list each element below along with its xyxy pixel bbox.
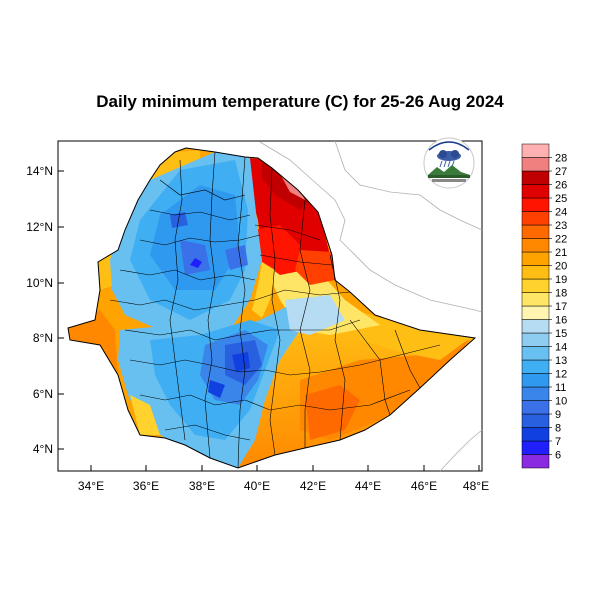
colorbar-swatch — [521, 319, 550, 334]
colorbar-label: 19 — [555, 274, 567, 286]
map-title: Daily minimum temperature (C) for 25-26 … — [96, 92, 504, 111]
colorbar-label: 22 — [555, 234, 567, 246]
colorbar-swatch — [521, 278, 550, 293]
colorbar-swatch — [521, 359, 550, 374]
lon-tick-label: 42°E — [300, 479, 326, 493]
lat-tick-label: 14°N — [26, 164, 53, 178]
lat-tick-label: 10°N — [26, 276, 53, 290]
colorbar-label: 15 — [555, 328, 567, 340]
colorbar-label: 7 — [555, 436, 561, 448]
colorbar-swatch — [521, 251, 550, 266]
colorbar-swatch — [521, 292, 550, 307]
colorbar-label: 21 — [555, 247, 567, 259]
colorbar-label: 28 — [555, 153, 567, 165]
colorbar-swatch — [521, 427, 550, 442]
colorbar-swatch — [521, 440, 550, 455]
colorbar-label: 24 — [555, 207, 567, 219]
colorbar-label: 18 — [555, 288, 567, 300]
colorbar-label: 6 — [555, 450, 561, 462]
colorbar-swatch — [521, 157, 550, 172]
lon-tick-label: 46°E — [411, 479, 437, 493]
colorbar-swatch — [521, 170, 550, 185]
colorbar-label: 13 — [555, 355, 567, 367]
colorbar-swatch — [521, 211, 550, 226]
lat-tick-label: 4°N — [33, 442, 53, 456]
colorbar-label: 11 — [555, 382, 566, 394]
colorbar-label: 23 — [555, 220, 567, 232]
lon-tick-label: 48°E — [463, 479, 489, 493]
zone-boundaries — [109, 151, 441, 469]
colorbar-swatch — [521, 386, 550, 401]
colorbar-label: 8 — [555, 423, 561, 435]
colorbar-swatch — [521, 238, 550, 253]
colorbar-swatch — [521, 373, 550, 388]
colorbar-label: 17 — [555, 301, 567, 313]
colorbar-label: 9 — [555, 409, 561, 421]
colorbar-label: 20 — [555, 261, 567, 273]
colorbar-swatch — [521, 332, 550, 347]
axis-ticks — [58, 170, 480, 471]
colorbar-label: 14 — [555, 342, 567, 354]
colorbar-swatch — [521, 143, 550, 158]
colorbar-swatch — [521, 197, 550, 212]
lon-tick-label: 38°E — [189, 479, 215, 493]
colorbar-swatch — [521, 346, 550, 361]
colorbar-label: 26 — [555, 180, 567, 192]
lon-tick-label: 40°E — [244, 479, 270, 493]
colorbar-label: 25 — [555, 193, 567, 205]
colorbar-swatch — [521, 224, 550, 239]
lat-tick-label: 6°N — [33, 387, 53, 401]
lat-tick-label: 12°N — [26, 220, 53, 234]
colorbar-label: 27 — [555, 166, 567, 178]
colorbar-label: 12 — [555, 369, 567, 381]
colorbar-label: 16 — [555, 315, 567, 327]
lon-tick-label: 44°E — [355, 479, 381, 493]
colorbar-swatch — [521, 305, 550, 320]
ethiopia-meteorology-logo — [423, 137, 475, 189]
colorbar-label: 10 — [555, 396, 567, 408]
colorbar-swatch — [521, 413, 550, 428]
colorbar-swatch — [521, 265, 550, 280]
lon-tick-label: 34°E — [78, 479, 104, 493]
colorbar-swatch — [521, 400, 550, 415]
colorbar-swatch — [521, 184, 550, 199]
colorbar-swatch — [521, 454, 550, 469]
lon-tick-label: 36°E — [133, 479, 159, 493]
ethiopia-border — [67, 147, 477, 469]
coastline — [259, 140, 483, 472]
lat-tick-label: 8°N — [33, 331, 53, 345]
